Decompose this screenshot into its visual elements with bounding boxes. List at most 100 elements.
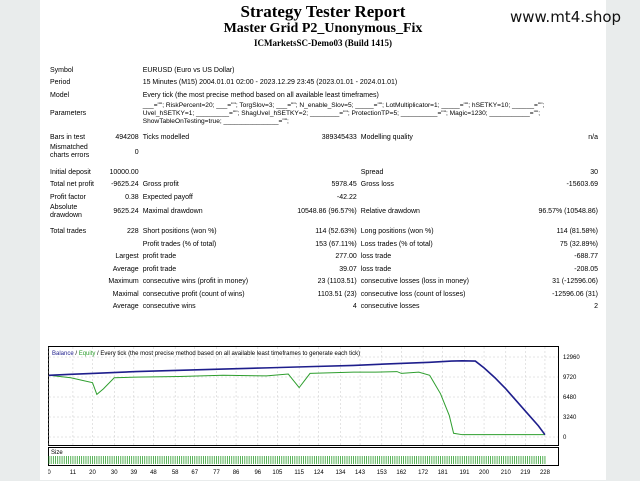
maximal-wins-value: 1103.51 (23) [317, 290, 357, 298]
x-tick-label: 67 [191, 470, 198, 476]
mismatched-value: 0 [134, 148, 139, 156]
maximum-losses-label: consecutive losses (loss in money) [360, 278, 469, 286]
average-consecutive-wins-value: 4 [352, 303, 357, 311]
expert-name: Master Grid P2_Unonymous_Fix [223, 21, 423, 36]
x-tick-label: 30 [111, 470, 118, 476]
total-trades-value: 228 [127, 228, 139, 236]
symbol-label: Symbol [50, 66, 74, 74]
gross-profit-label: Gross profit [142, 181, 179, 189]
parameters-line: ShowTableOnTesting=true; _______________… [142, 117, 289, 125]
period-label: Period [50, 79, 71, 87]
x-axis: 0 11 20 30 39 48 58 67 77 86 96 105 115 124 134 143 153 1… [47, 470, 551, 476]
gross-loss-value: -15603.69 [566, 181, 598, 189]
row-deposit: Initial deposit 10000.00 Spread 30 [48, 166, 600, 179]
bars-value: 494208 [115, 134, 139, 142]
x-tick-label: 58 [172, 470, 179, 476]
x-tick-label: 143 [355, 470, 366, 476]
row-period: Period 15 Minutes (M15) 2004.01.01 02:00… [48, 77, 600, 90]
gross-loss-label: Gross loss [360, 181, 394, 189]
row-total-trades: Total trades 228 Short positions (won %)… [48, 226, 600, 239]
maximal-label: Maximal [112, 290, 139, 298]
ticks-label: Ticks modelled [142, 134, 190, 142]
parameters-label: Parameters [50, 110, 87, 117]
x-tick-label: 181 [438, 470, 449, 476]
size-label: Size [51, 450, 63, 456]
parameters-line: Uvel_hSETKY=1; _________=""; ShagUvel_hS… [142, 109, 541, 117]
maximal-losses-value: -12596.06 (31) [552, 290, 598, 298]
average-loss-label: loss trade [360, 265, 392, 273]
largest-profit-value: 277.00 [335, 253, 357, 261]
mismatched-label: Mismatched charts errors [48, 144, 108, 160]
row-model: Model Every tick (the most precise metho… [48, 89, 600, 102]
average-consecutive-losses-value: 2 [594, 303, 598, 311]
x-tick-label: 172 [418, 470, 429, 476]
deposit-value: 10000.00 [109, 168, 139, 176]
average-label: Average [112, 265, 139, 273]
largest-loss-label: loss trade [360, 253, 392, 261]
watermark-link[interactable]: www.mt4.shop [510, 8, 622, 26]
maximal-wins-label: consecutive profit (count of wins) [142, 290, 245, 298]
long-positions-label: Long positions (won %) [360, 228, 434, 236]
mismatched-label-line: Mismatched [50, 144, 88, 151]
symbol-value: EURUSD (Euro vs US Dollar) [142, 66, 235, 74]
x-tick-label: 105 [272, 470, 283, 476]
row-parameters: Parameters ___=""; RiskPercent=20; ___="… [48, 102, 600, 126]
maximal-drawdown-value: 10548.86 (96.57%) [297, 208, 357, 215]
x-tick-label: 77 [213, 470, 220, 476]
loss-trades-value: 75 (32.89%) [559, 240, 598, 248]
plot-frame [48, 346, 559, 446]
x-tick-label: 162 [396, 470, 407, 476]
size-bars [48, 456, 546, 464]
row-average-consecutive: Average consecutive wins 4 consecutive l… [48, 301, 600, 314]
short-positions-label: Short positions (won %) [142, 228, 217, 236]
absolute-drawdown-label: Absolute drawdown [48, 204, 108, 220]
balance-line [48, 359, 546, 436]
report-table: Symbol EURUSD (Euro vs US Dollar) Period… [48, 64, 600, 313]
spread-label: Spread [360, 168, 384, 176]
absolute-drawdown-label-line: Absolute [50, 203, 78, 211]
x-tick-label: 191 [459, 470, 470, 476]
x-tick-label: 11 [70, 470, 77, 476]
average-profit-value: 39.07 [339, 265, 357, 273]
average-consecutive-losses-label: consecutive losses [360, 303, 420, 311]
average-profit-label: profit trade [142, 265, 177, 273]
short-positions-value: 114 (52.63%) [315, 228, 357, 236]
equity-line [48, 371, 545, 436]
net-profit-value: -9625.24 [111, 181, 139, 189]
y-axis: 12960 9720 6480 3240 0 [563, 355, 580, 441]
row-mismatched: Mismatched charts errors 0 [48, 144, 600, 160]
y-tick-label: 3240 [563, 415, 577, 421]
report-page: Strategy Tester Report Master Grid P2_Un… [40, 0, 621, 480]
profit-trades-label: Profit trades (% of total) [142, 240, 217, 248]
legend-equity: Equity [79, 351, 96, 357]
row-profit-trades: Profit trades (% of total) 153 (67.11%) … [48, 238, 600, 251]
deposit-label: Initial deposit [50, 168, 91, 176]
period-value: 15 Minutes (M15) 2004.01.01 02:00 - 2023… [142, 79, 398, 87]
maximum-wins-label: consecutive wins (profit in money) [142, 278, 249, 286]
row-bars: Bars in test 494208 Ticks modelled 38934… [48, 132, 600, 145]
x-tick-label: 20 [89, 470, 96, 476]
legend-desc: / Every tick (the most precise method ba… [95, 351, 360, 357]
profit-trades-value: 153 (67.11%) [315, 240, 357, 248]
largest-profit-label: profit trade [142, 253, 177, 261]
row-symbol: Symbol EURUSD (Euro vs US Dollar) [48, 64, 600, 77]
chart-grid [48, 347, 558, 445]
y-tick-label: 12960 [563, 355, 580, 361]
legend-sep: / [74, 351, 79, 357]
x-tick-label: 39 [130, 470, 137, 476]
row-largest: Largest profit trade 277.00 loss trade -… [48, 251, 600, 264]
x-tick-label: 153 [377, 470, 388, 476]
x-tick-label: 210 [501, 470, 512, 476]
relative-drawdown-label: Relative drawdown [360, 208, 420, 215]
row-net-profit: Total net profit -9625.24 Gross profit 5… [48, 179, 600, 192]
x-tick-label: 0 [48, 470, 51, 476]
quality-value: n/a [588, 134, 598, 142]
gross-profit-value: 5978.45 [331, 181, 357, 189]
expected-payoff-value: -42.22 [336, 193, 357, 201]
x-tick-label: 200 [479, 470, 490, 476]
x-tick-label: 228 [540, 470, 551, 476]
parameters-value: ___=""; RiskPercent=20; ___=""; TorgSlov… [141, 102, 600, 126]
maximal-drawdown-label: Maximal drawdown [142, 208, 203, 215]
row-drawdown: Absolute drawdown 9625.24 Maximal drawdo… [48, 204, 600, 220]
profit-factor-label: Profit factor [50, 193, 86, 201]
